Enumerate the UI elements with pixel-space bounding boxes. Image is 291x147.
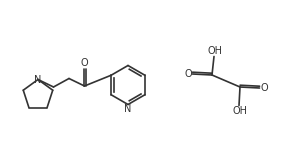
Text: N: N: [124, 104, 132, 114]
Text: O: O: [184, 69, 192, 79]
Text: O: O: [260, 83, 268, 93]
Text: OH: OH: [207, 46, 223, 56]
Text: N: N: [34, 75, 42, 85]
Text: O: O: [81, 58, 88, 68]
Text: OH: OH: [233, 106, 248, 116]
